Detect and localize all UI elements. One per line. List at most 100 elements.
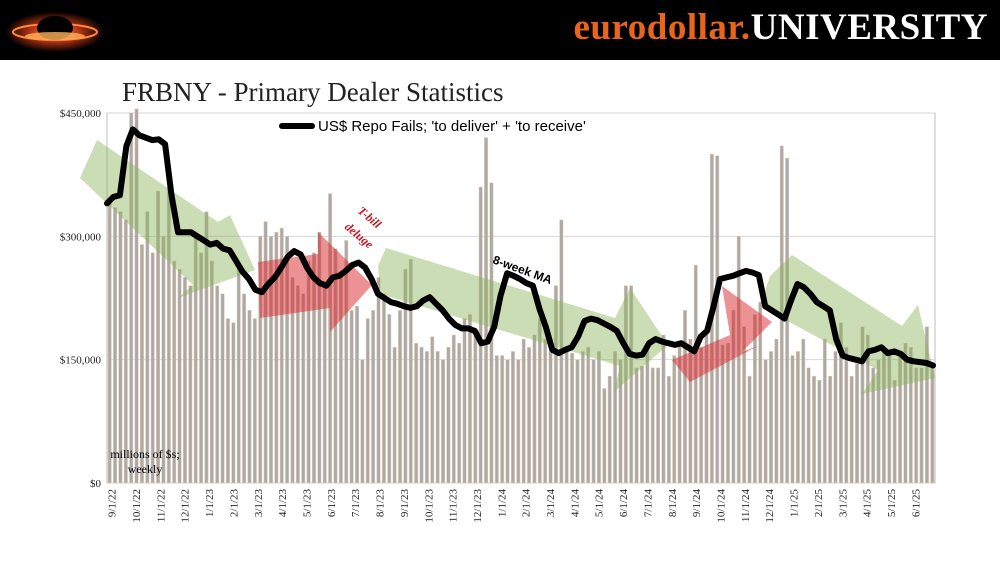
y-tick-label: $150,000	[60, 355, 102, 367]
y-tick-label: $300,000	[60, 231, 102, 243]
bar	[774, 338, 779, 484]
bar	[903, 342, 908, 484]
bar	[865, 334, 870, 484]
bar	[494, 355, 499, 484]
bar	[269, 236, 273, 484]
bar	[812, 375, 816, 484]
bar	[623, 285, 628, 484]
bar	[473, 330, 478, 484]
bar	[107, 203, 112, 484]
bar	[844, 347, 849, 484]
bar	[656, 367, 661, 484]
bar	[215, 285, 220, 484]
bar	[527, 347, 531, 484]
bar	[484, 137, 488, 484]
units-note-line1: millions of $s;	[110, 447, 179, 461]
x-tick-label: 10/1/24	[716, 489, 728, 523]
bar	[586, 347, 591, 484]
bar	[720, 344, 725, 484]
bar	[258, 236, 263, 484]
bar	[172, 260, 177, 484]
bar	[828, 375, 833, 484]
bar	[795, 351, 800, 484]
bar	[419, 347, 424, 484]
bar	[806, 367, 811, 484]
bar	[344, 240, 349, 484]
x-tick-label: 6/1/24	[618, 489, 630, 518]
bar	[113, 207, 117, 484]
bar	[274, 231, 279, 484]
bar	[597, 351, 601, 484]
bar	[285, 236, 290, 484]
bar	[855, 363, 859, 484]
bowl-logo-icon	[5, 12, 105, 52]
bar	[666, 375, 671, 484]
brand-title: eurodollar.UNIVERSITY	[573, 6, 988, 49]
bar	[317, 231, 322, 484]
x-tick-label: 4/1/25	[862, 489, 874, 518]
bar	[871, 367, 876, 484]
legend: US$ Repo Fails; 'to deliver' + 'to recei…	[279, 118, 586, 135]
bar	[118, 211, 123, 484]
bar	[199, 252, 204, 484]
bar	[263, 221, 268, 484]
bar	[548, 351, 553, 484]
bar	[763, 359, 768, 484]
bar	[661, 334, 666, 484]
bar	[715, 155, 720, 484]
x-tick-label: 8/1/23	[375, 489, 387, 518]
x-tick-label: 12/1/22	[180, 489, 192, 523]
x-tick-label: 11/1/24	[740, 488, 752, 522]
bar	[408, 259, 413, 484]
bar	[140, 244, 144, 484]
brand-part-1: eurodollar.	[573, 7, 751, 48]
x-tick-label: 12/1/23	[472, 489, 484, 523]
bar	[441, 359, 445, 484]
x-axis: 9/1/22 10/1/22 11/1/22 12/1/22 1/1/23 2/1/23 3…	[107, 488, 923, 522]
x-tick-label: 11/1/23	[448, 489, 460, 523]
bar	[607, 375, 612, 484]
bar	[451, 334, 456, 484]
bar	[838, 322, 843, 484]
x-tick-label: 4/1/24	[569, 489, 581, 518]
bar	[446, 347, 451, 484]
x-tick-label: 6/1/25	[910, 488, 922, 517]
bar	[580, 351, 585, 484]
x-tick-label: 3/1/25	[837, 489, 849, 518]
bar	[177, 268, 182, 484]
bar	[312, 252, 316, 484]
x-tick-label: 9/1/23	[399, 489, 411, 518]
bar	[349, 310, 354, 484]
bar	[688, 338, 693, 484]
x-tick-label: 10/1/23	[423, 489, 435, 523]
bar	[392, 347, 397, 484]
x-tick-label: 9/1/24	[691, 488, 703, 517]
bar	[231, 322, 236, 484]
bar	[747, 375, 752, 484]
bar	[505, 359, 510, 484]
moving-average-line	[104, 126, 936, 369]
bar	[204, 211, 209, 484]
bar	[640, 365, 644, 484]
bar	[414, 342, 419, 484]
bar	[424, 351, 429, 484]
bar	[919, 367, 924, 484]
bar	[833, 351, 838, 484]
bar	[908, 347, 913, 484]
bar	[801, 338, 806, 484]
bar	[817, 379, 822, 484]
bar	[156, 190, 160, 484]
bar	[398, 310, 402, 484]
bar	[564, 351, 569, 484]
x-tick-label: 1/1/25	[789, 489, 801, 518]
x-tick-label: 7/1/23	[350, 489, 362, 518]
x-tick-label: 4/1/23	[277, 488, 289, 517]
green-arrow-2	[378, 248, 668, 392]
header-banner: eurodollar.UNIVERSITY	[0, 0, 1000, 60]
x-tick-label: 7/1/24	[642, 488, 654, 517]
bar	[618, 359, 623, 484]
bar	[242, 293, 247, 484]
bar	[892, 379, 897, 484]
bar	[726, 342, 730, 484]
